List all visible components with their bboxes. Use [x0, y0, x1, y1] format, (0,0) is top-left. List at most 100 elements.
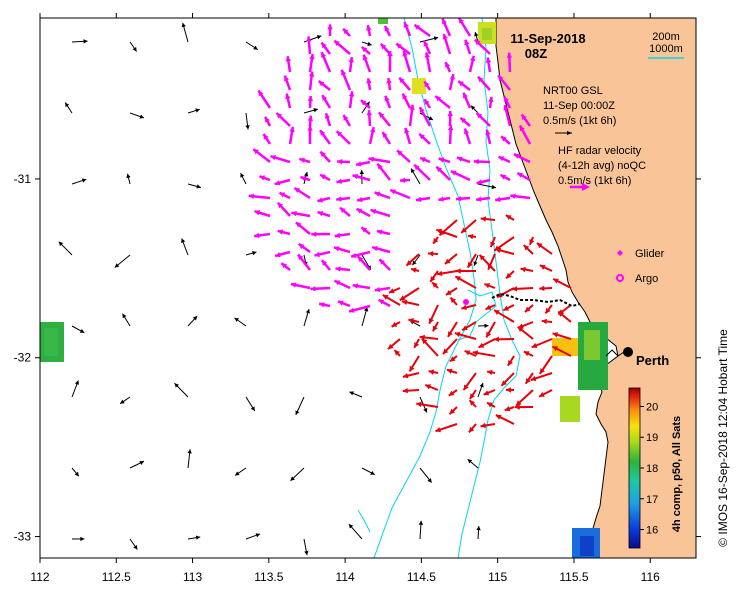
radar-arrow-red	[393, 349, 401, 357]
radar-arrow-red	[514, 404, 534, 410]
model-arrow	[187, 535, 201, 540]
radar-arrow-red	[413, 338, 420, 349]
y-axis: -31 -32 -33	[14, 172, 701, 544]
model-arrow	[361, 307, 369, 327]
colorbar-tick-label: 17	[646, 494, 658, 506]
radar-arrow-red	[421, 337, 439, 357]
radar-arrow-magenta	[307, 115, 314, 127]
contour-1000m	[373, 18, 477, 558]
radar-arrow-magenta	[318, 302, 331, 308]
radar-arrow-magenta	[290, 282, 311, 290]
radar-arrow-magenta	[314, 250, 331, 258]
model-arrow	[290, 467, 305, 482]
radar-arrow-magenta	[371, 245, 391, 254]
model-arrow	[71, 325, 85, 334]
radar-arrow-red	[416, 401, 439, 408]
radar-arrow-magenta	[317, 210, 331, 218]
x-tick-label: 114.5	[407, 570, 436, 584]
radar-arrow-red	[485, 304, 496, 311]
radar-arrow-magenta	[386, 77, 392, 91]
model-arrow	[473, 254, 479, 266]
radar-arrow-red	[467, 233, 477, 240]
x-axis: 112 112.5 113 113.5 114 114.5 115 115.5 116	[30, 13, 660, 584]
radar-arrow-magenta	[348, 91, 355, 109]
model-arrow	[474, 31, 479, 43]
radar-arrow-red	[552, 332, 572, 340]
radar-arrow-red	[496, 287, 515, 299]
radar-arrow-magenta	[337, 300, 351, 308]
radar-arrow-magenta	[342, 114, 352, 127]
radar-arrow-magenta	[477, 75, 491, 91]
radar-arrow-magenta	[285, 93, 292, 109]
radar-arrow-red	[531, 338, 553, 349]
radar-arrow-red	[432, 321, 439, 332]
sst-patches	[40, 18, 608, 558]
radar-arrow-red	[495, 247, 515, 255]
radar-arrow-magenta	[413, 163, 431, 181]
radar-arrow-magenta	[468, 55, 476, 73]
radar-arrow-magenta	[342, 27, 351, 37]
model-arrow	[129, 41, 138, 52]
sst-patch-south	[560, 396, 580, 422]
model-arrow	[361, 41, 372, 46]
sst-patch-shelf-hi	[584, 330, 600, 360]
x-tick-label: 113.5	[254, 570, 283, 584]
radar-arrow-magenta	[319, 150, 331, 163]
radar-arrow-magenta	[495, 196, 511, 203]
radar-arrow-magenta	[319, 173, 331, 182]
model-arrow	[477, 323, 489, 328]
model-arrow	[71, 536, 85, 542]
radar-arrow-magenta	[387, 51, 393, 73]
radar-arrow-magenta	[356, 196, 371, 203]
radar-arrow-red	[511, 286, 534, 292]
sst-patch-bottom-core	[580, 536, 594, 556]
radar-arrow-magenta	[396, 149, 411, 163]
radar-arrow-red	[388, 287, 401, 294]
model-arrow	[303, 108, 318, 114]
radar-arrow-magenta	[348, 56, 354, 73]
x-tick-label: 112.5	[102, 570, 131, 584]
radar-arrow-magenta	[288, 126, 295, 145]
radar-arrow-magenta	[447, 125, 454, 145]
radar-arrow-red	[520, 266, 534, 273]
radar-arrow-red	[419, 334, 439, 341]
legend-200m-label: 200m	[652, 31, 680, 43]
model-arrow	[303, 538, 309, 556]
radar-arrow-red	[429, 270, 439, 283]
radar-arrow-magenta	[422, 40, 432, 55]
radar-arrow-magenta	[442, 33, 452, 55]
radar-arrow-magenta	[395, 42, 411, 55]
radar-arrow-magenta	[413, 23, 431, 38]
radar-arrow-red	[432, 236, 439, 245]
radar-arrow-magenta	[423, 80, 432, 91]
radar-arrow-magenta	[336, 178, 351, 185]
model-arrow	[245, 533, 261, 540]
radar-arrow-red	[408, 318, 420, 324]
radar-arrow-red	[461, 321, 477, 332]
radar-arrow-red	[536, 242, 553, 255]
model-arrow	[419, 112, 434, 121]
radar-arrow-magenta	[356, 255, 371, 271]
model-arrow	[187, 108, 200, 114]
radar-arrow-red	[524, 372, 534, 385]
radar-arrow-magenta	[476, 178, 491, 185]
radar-arrow-red	[446, 368, 458, 374]
radar-arrow-magenta	[321, 94, 332, 109]
radar-arrow-magenta	[403, 21, 412, 37]
radar-arrow-magenta	[419, 156, 431, 164]
radar-arrow-magenta	[506, 52, 513, 73]
radar-arrow-magenta	[333, 39, 351, 55]
model-arrow	[187, 183, 201, 189]
radar-arrow-magenta	[252, 148, 271, 163]
radar-arrow-red	[428, 250, 439, 257]
radar-arrow-magenta	[291, 210, 311, 218]
radar-arrow-red	[530, 372, 553, 382]
radar-arrow-magenta	[485, 129, 492, 145]
radar-arrow-red	[448, 406, 458, 415]
radar-arrow-magenta	[317, 196, 331, 203]
radar-arrow-magenta	[455, 195, 471, 202]
radar-arrow-magenta	[355, 160, 371, 167]
model-arrow	[419, 467, 433, 483]
radar-arrow-magenta	[457, 18, 472, 37]
model-arrow	[58, 241, 73, 256]
